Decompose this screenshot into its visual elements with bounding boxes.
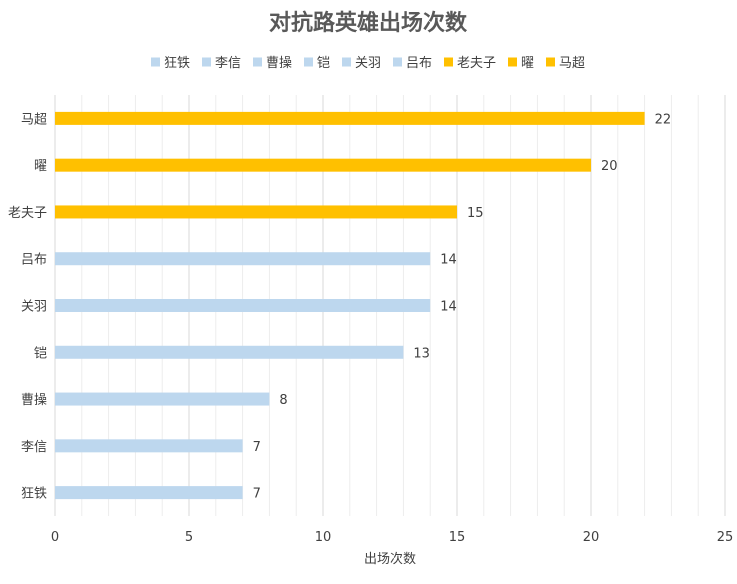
x-tick-label: 15 [449,530,466,545]
legend-label: 李信 [215,56,241,71]
x-tick-label: 0 [51,530,59,545]
legend-swatch [304,57,313,67]
bar-5 [55,299,431,312]
chart-title: 对抗路英雄出场次数 [269,10,468,36]
data-label: 20 [601,159,618,174]
legend-label: 曜 [521,56,534,71]
legend-label: 老夫子 [457,56,496,71]
category-label: 狂铁 [21,487,47,502]
category-label: 铠 [34,345,47,361]
data-label: 7 [253,487,261,502]
bar-2 [55,439,243,453]
bar-3 [55,392,270,406]
legend-swatch [546,57,555,67]
x-axis-title: 出场次数 [364,551,416,567]
legend-swatch [151,57,160,67]
data-label: 22 [655,112,672,127]
category-label: 吕布 [21,253,47,268]
category-label: 李信 [21,440,47,455]
category-label: 马超 [21,112,47,127]
x-tick-label: 5 [185,530,193,545]
legend-label: 狂铁 [164,56,190,71]
legend-label: 马超 [559,56,585,71]
bar-4 [55,345,404,359]
legend-label: 铠 [317,55,330,71]
bar-7 [55,205,457,219]
legend-swatch [342,57,351,67]
data-label: 14 [440,253,457,268]
legend-label: 曹操 [266,55,292,71]
x-tick-label: 25 [717,530,734,545]
bar-6 [55,252,431,266]
category-label: 曜 [34,159,47,174]
category-label: 曹操 [21,392,47,408]
bar-9 [55,111,645,125]
legend-label: 关羽 [355,56,381,71]
bar-1 [55,486,243,500]
legend-swatch [253,57,262,67]
data-label: 8 [279,393,287,408]
legend-swatch [202,57,211,67]
legend-swatch [444,57,453,67]
data-label: 15 [467,206,484,221]
bar-8 [55,158,591,172]
data-label: 7 [253,440,261,455]
x-tick-label: 20 [583,530,600,545]
category-label: 关羽 [21,300,47,315]
category-label: 老夫子 [8,206,47,221]
legend-label: 吕布 [406,56,432,71]
legend-swatch [508,57,517,67]
x-tick-label: 10 [315,530,332,545]
legend-swatch [393,57,402,67]
data-label: 14 [440,300,457,315]
data-label: 13 [413,346,430,361]
